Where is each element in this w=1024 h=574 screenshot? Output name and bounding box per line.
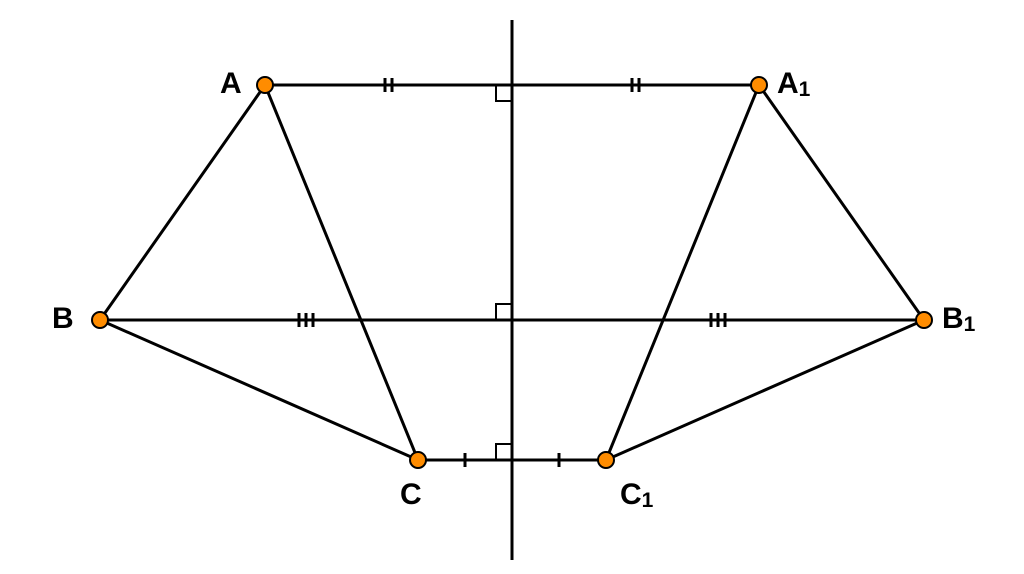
label-text: B	[52, 302, 74, 335]
label-text: B	[942, 302, 964, 335]
vertex-point-c	[410, 452, 426, 468]
vertex-point-a	[257, 77, 273, 93]
vertex-label-c1: C1	[620, 478, 653, 512]
label-subscript: 1	[642, 489, 654, 512]
vertex-point-a1	[751, 77, 767, 93]
triangle-left	[100, 85, 418, 460]
vertex-label-b1: B1	[942, 302, 975, 336]
triangle-right	[606, 85, 924, 460]
vertex-point-c1	[598, 452, 614, 468]
label-text: A	[220, 67, 242, 100]
right-angle-mark	[496, 444, 512, 460]
vertex-label-a: A	[220, 67, 242, 101]
vertex-label-c: C	[400, 478, 422, 512]
right-angle-mark	[496, 304, 512, 320]
label-text: A	[777, 67, 799, 100]
vertex-label-b: B	[52, 302, 74, 336]
label-text: C	[620, 478, 642, 511]
right-angle-mark	[496, 85, 512, 101]
label-text: C	[400, 478, 422, 511]
vertex-point-b	[92, 312, 108, 328]
label-subscript: 1	[964, 313, 976, 336]
vertex-label-a1: A1	[777, 67, 810, 101]
label-subscript: 1	[799, 78, 811, 101]
reflection-diagram	[0, 0, 1024, 574]
vertex-point-b1	[916, 312, 932, 328]
